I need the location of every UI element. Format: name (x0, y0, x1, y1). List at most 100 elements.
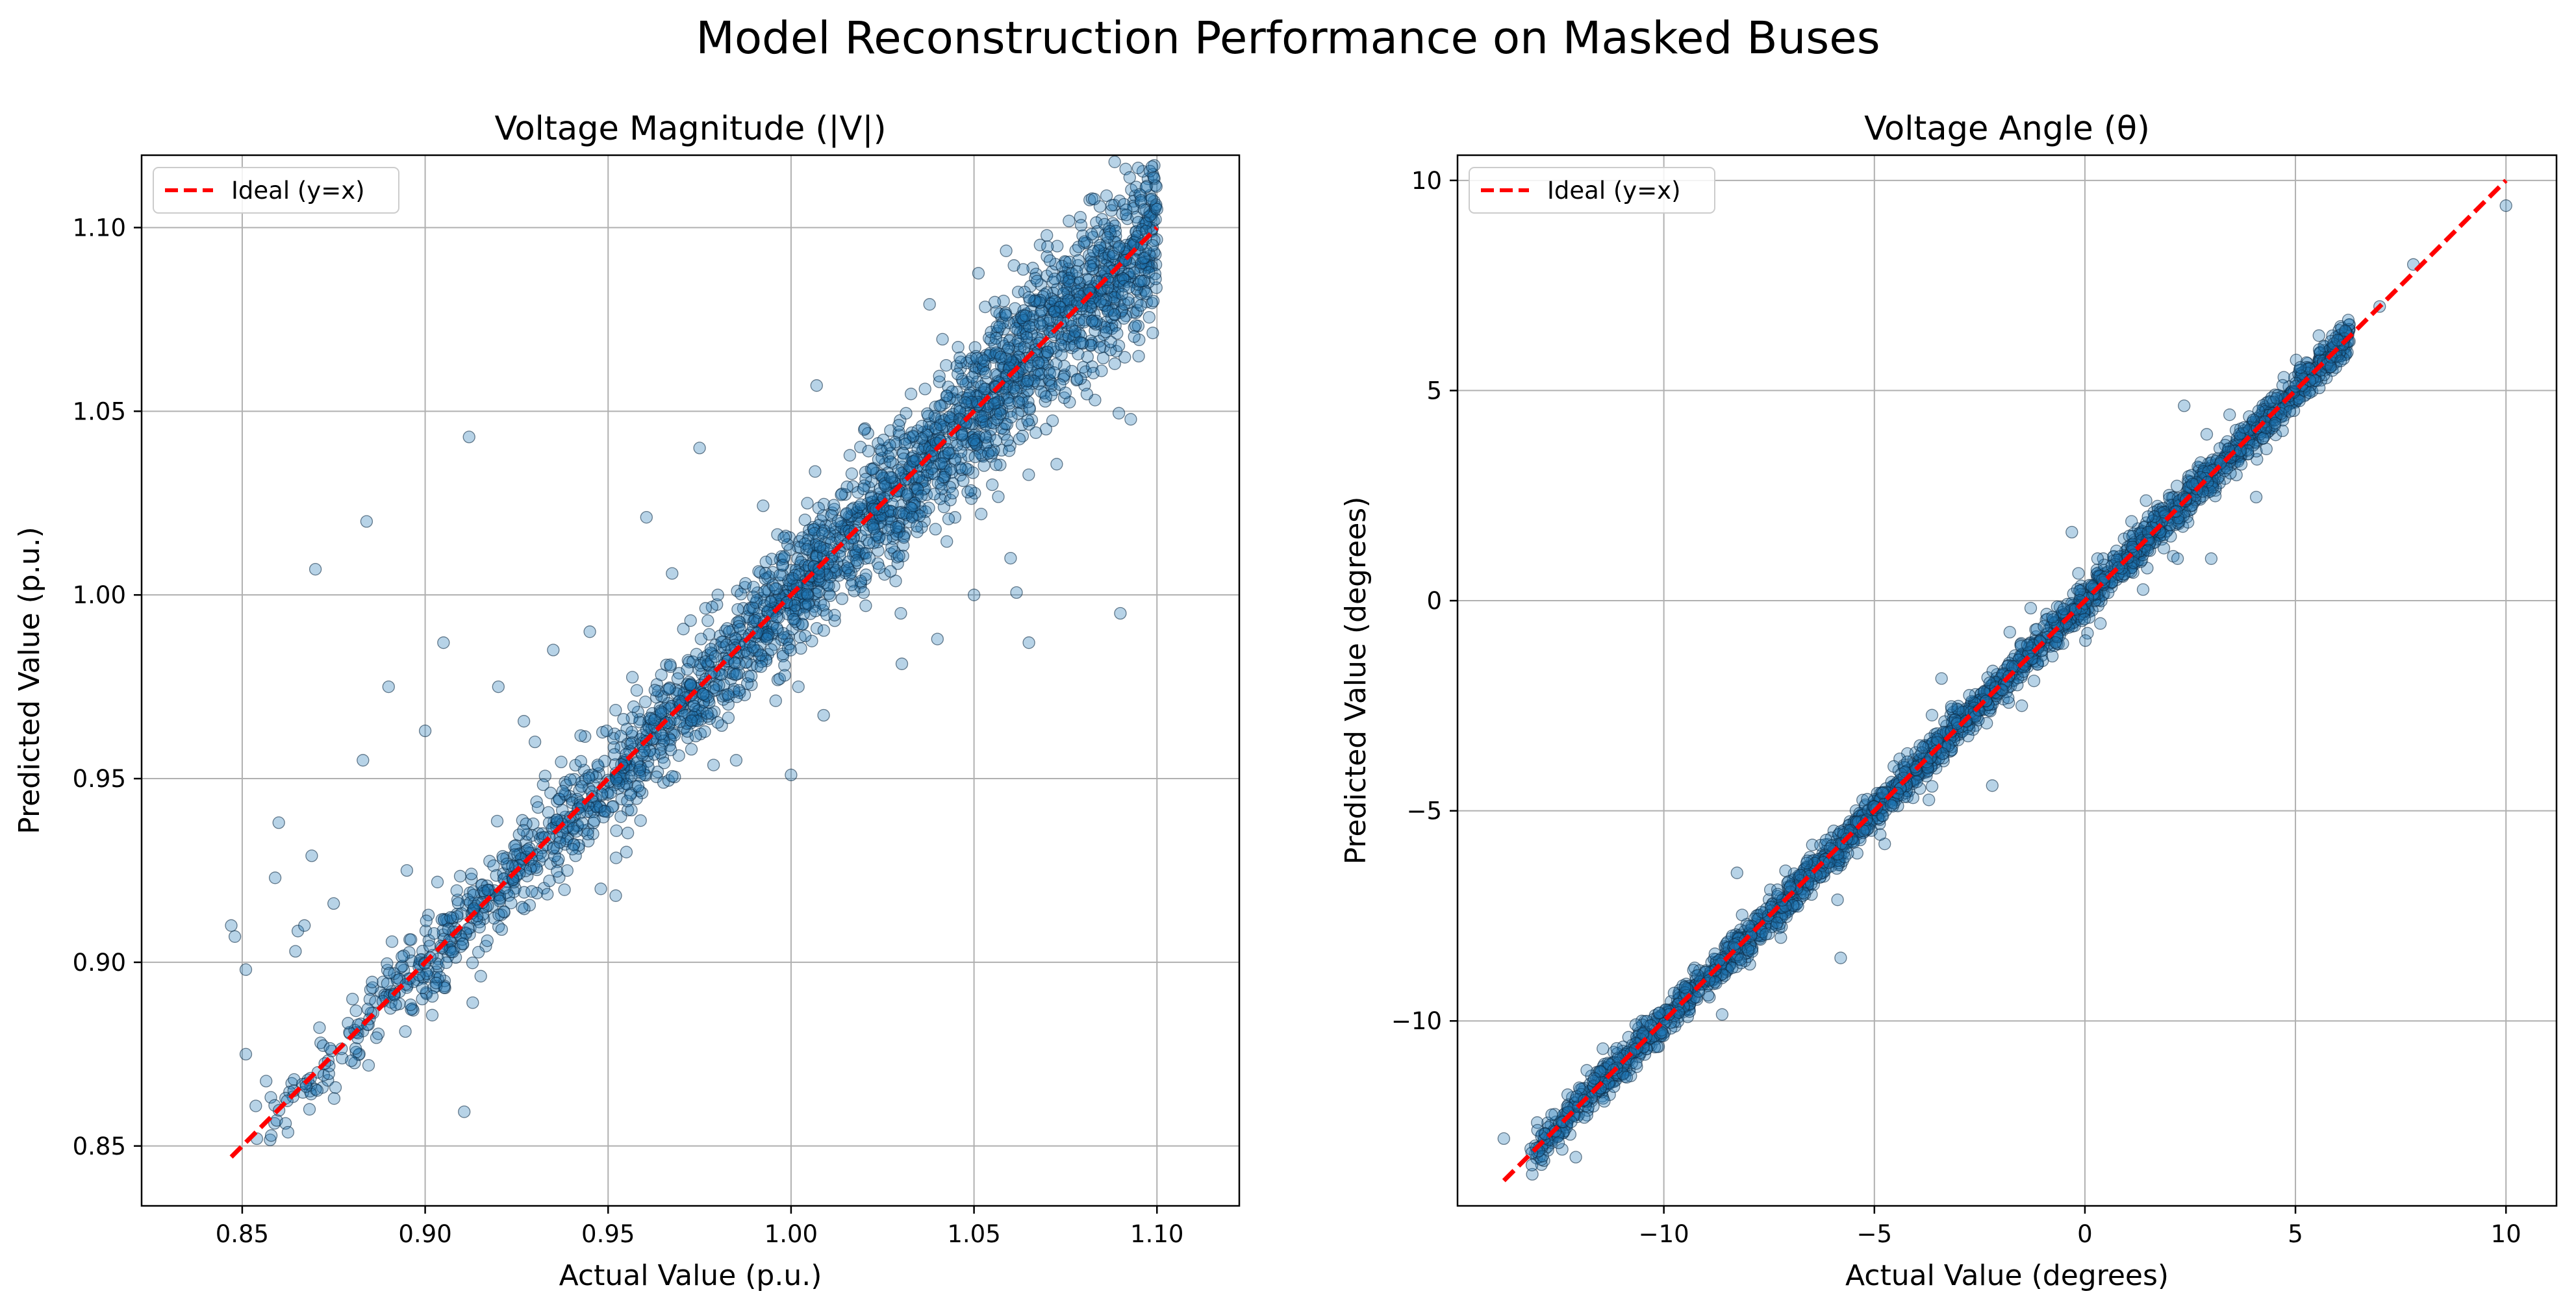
data-point (1047, 366, 1061, 379)
data-point (1087, 245, 1100, 258)
data-point (521, 869, 534, 882)
magnitude-y-tick-label: 1.05 (73, 397, 126, 425)
data-point (699, 602, 712, 615)
data-point (1070, 373, 1084, 386)
data-point (289, 945, 302, 958)
data-point (531, 801, 545, 814)
data-point (777, 531, 790, 544)
data-point (1545, 1108, 1558, 1121)
magnitude-x-tick-label: 1.05 (947, 1220, 1000, 1248)
data-point (544, 786, 557, 799)
data-point (418, 724, 432, 738)
data-point (264, 1129, 278, 1142)
data-point (701, 707, 714, 720)
data-point (517, 823, 530, 837)
data-point (1085, 227, 1098, 241)
data-point (1112, 406, 1126, 419)
data-point (383, 966, 396, 980)
data-point (2249, 490, 2263, 504)
data-point (1059, 386, 1072, 399)
data-point (543, 874, 556, 888)
data-point (933, 399, 946, 412)
data-point (440, 956, 453, 969)
data-point (1118, 351, 1131, 364)
data-point (556, 784, 570, 798)
data-point (843, 449, 857, 462)
data-point (817, 708, 830, 722)
data-point (281, 1125, 295, 1139)
data-point (897, 531, 911, 544)
data-point (627, 700, 640, 713)
data-point (747, 641, 760, 654)
data-point (952, 341, 965, 354)
data-point (594, 882, 607, 895)
data-point (1031, 275, 1044, 288)
data-point (1128, 330, 1141, 344)
data-point (370, 1031, 383, 1044)
data-point (1149, 272, 1162, 286)
data-point (759, 555, 772, 569)
data-point (625, 671, 639, 684)
data-point (894, 606, 907, 620)
data-point (268, 871, 282, 884)
data-point (609, 851, 623, 864)
data-point (951, 368, 965, 381)
data-point (978, 354, 991, 368)
data-point (1100, 189, 1113, 203)
data-point (884, 471, 897, 484)
data-point (915, 419, 929, 432)
data-point (228, 930, 242, 943)
data-point (904, 388, 918, 401)
data-point (633, 763, 646, 777)
data-point (817, 624, 830, 637)
data-point (1085, 315, 1098, 328)
data-point (2223, 408, 2236, 421)
data-point (1925, 780, 1939, 793)
data-point (609, 703, 622, 717)
data-point (988, 397, 1001, 410)
data-point (744, 669, 758, 682)
data-point (1107, 308, 1121, 321)
data-point (462, 431, 475, 444)
data-point (579, 730, 592, 743)
data-point (1039, 390, 1053, 403)
data-point (310, 1084, 324, 1097)
data-point (427, 927, 440, 940)
data-point (453, 869, 467, 882)
magnitude-x-tick-label: 0.90 (398, 1220, 451, 1248)
data-point (425, 1008, 439, 1021)
data-point (862, 445, 875, 458)
magnitude-y-tick-label: 1.10 (73, 214, 126, 242)
data-point (1050, 458, 1063, 471)
data-point (1029, 426, 1042, 439)
data-point (1003, 444, 1016, 457)
data-point (303, 1103, 316, 1116)
data-point (610, 773, 623, 786)
data-point (272, 816, 285, 829)
data-point (1003, 397, 1016, 410)
data-point (867, 522, 881, 535)
data-point (1598, 1095, 1611, 1108)
data-point (733, 684, 746, 697)
data-point (2003, 625, 2016, 639)
data-point (1147, 171, 1161, 184)
data-point (458, 1105, 471, 1118)
data-point (941, 535, 953, 548)
data-point (731, 603, 744, 616)
data-point (666, 567, 679, 580)
data-point (1051, 240, 1064, 253)
data-point (1146, 327, 1159, 340)
data-point (900, 406, 913, 420)
data-point (979, 366, 992, 379)
data-point (711, 588, 724, 601)
data-point (800, 543, 813, 556)
data-point (1108, 155, 1121, 168)
data-point (553, 836, 566, 849)
data-point (1135, 275, 1148, 288)
magnitude-y-tick-label: 0.95 (73, 765, 126, 793)
data-point (721, 688, 735, 701)
data-point (769, 694, 782, 707)
data-point (404, 998, 417, 1012)
data-point (2125, 515, 2138, 528)
